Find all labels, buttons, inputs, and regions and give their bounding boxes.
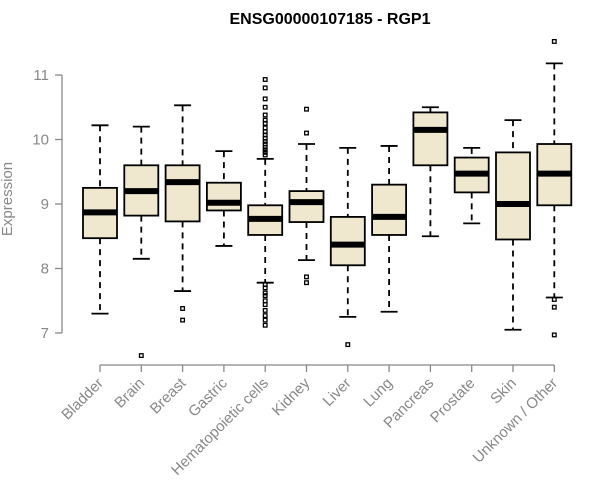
x-tick-label-liver: Liver — [320, 375, 355, 410]
x-tick-label-prostate: Prostate — [427, 375, 479, 427]
outlier-point — [262, 298, 268, 304]
x-tick-label-brain: Brain — [111, 375, 148, 412]
x-tick-label-breast: Breast — [147, 374, 190, 417]
outlier-point — [262, 138, 268, 144]
outlier-point — [138, 353, 144, 359]
box-kidney — [288, 106, 325, 286]
boxes-group — [82, 39, 573, 359]
outlier-point — [551, 297, 557, 302]
outlier-point — [262, 302, 268, 308]
y-tick-label-9: 9 — [41, 196, 49, 213]
x-tick-label-bladder: Bladder — [58, 375, 107, 424]
iqr-box — [371, 183, 408, 236]
y-tick-label-10: 10 — [32, 132, 49, 149]
outlier-point — [180, 306, 186, 311]
x-tick-label-skin: Skin — [487, 375, 520, 408]
box-brain — [123, 125, 160, 359]
outlier-point — [304, 130, 309, 136]
outlier-point — [262, 104, 268, 110]
outlier-point — [551, 332, 557, 338]
y-tick-label-11: 11 — [33, 67, 49, 84]
x-tick-label-lung: Lung — [360, 375, 396, 411]
outlier-point — [262, 149, 268, 155]
outlier-point — [262, 322, 268, 328]
box-prostate — [453, 146, 490, 225]
outlier-point — [304, 274, 309, 280]
box-gastric — [205, 150, 242, 247]
y-axis-label: Expression — [0, 162, 16, 236]
box-liver — [329, 146, 366, 348]
outlier-point — [262, 285, 268, 291]
iqr-box — [288, 190, 325, 223]
box-hematopoietic-cells — [247, 77, 284, 328]
y-tick-label-7: 7 — [41, 325, 49, 342]
outlier-point — [262, 125, 268, 131]
outlier-point — [262, 152, 268, 158]
outlier-point — [262, 307, 268, 313]
outlier-point — [262, 313, 268, 319]
box-lung — [371, 145, 408, 313]
outlier-point — [304, 106, 309, 112]
iqr-box — [205, 181, 242, 212]
y-tick-label-8: 8 — [41, 261, 49, 278]
x-tick-label-kidney: Kidney — [269, 374, 314, 419]
outlier-point — [551, 304, 557, 310]
outlier-point — [262, 293, 268, 299]
outlier-point — [262, 112, 268, 118]
outlier-point — [262, 85, 268, 91]
outlier-point — [180, 317, 186, 323]
box-bladder — [82, 124, 118, 315]
outlier-point — [551, 39, 557, 44]
iqr-box — [495, 151, 531, 241]
outlier-point — [262, 120, 268, 126]
outlier-point — [345, 342, 351, 348]
box-pancreas — [412, 106, 449, 238]
iqr-box — [329, 215, 366, 267]
outlier-point — [262, 290, 268, 296]
outlier-point — [262, 96, 268, 102]
y-axis: 7 8 9 10 11 — [32, 67, 63, 342]
box-breast — [164, 104, 201, 323]
outlier-point — [262, 317, 268, 323]
iqr-box — [412, 111, 449, 167]
outlier-point — [262, 144, 268, 150]
outlier-point — [262, 77, 268, 82]
iqr-box — [164, 164, 201, 223]
chart-title: ENSG00000107185 - RGP1 — [229, 11, 430, 28]
outlier-point — [262, 147, 268, 153]
box-unknown-other — [536, 39, 573, 338]
outlier-point — [304, 280, 309, 286]
box-skin — [495, 119, 531, 331]
